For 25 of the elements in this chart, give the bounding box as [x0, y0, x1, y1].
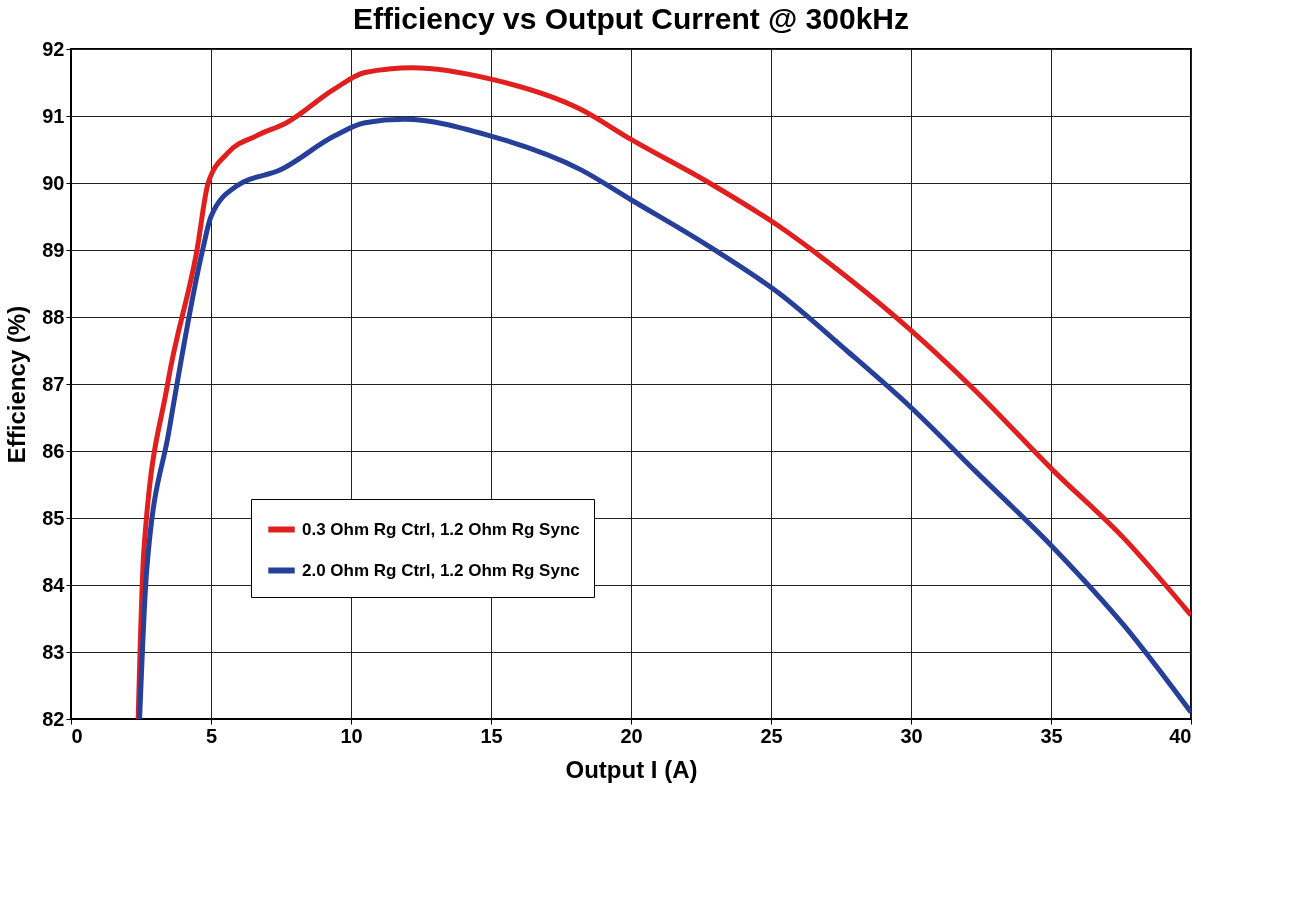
y-tick-label: 90 — [42, 171, 65, 194]
x-tick-label: 20 — [620, 724, 643, 747]
x-axis-title: Output I (A) — [565, 755, 698, 783]
legend-label: 0.3 Ohm Rg Ctrl, 1.2 Ohm Rg Sync — [302, 519, 580, 539]
chart-title: Efficiency vs Output Current @ 300kHz — [352, 2, 910, 35]
y-tick-label: 84 — [42, 573, 66, 596]
y-tick-label: 86 — [42, 439, 65, 462]
y-tick-label: 88 — [42, 305, 65, 328]
y-tick-label: 87 — [42, 372, 65, 395]
y-axis-title: Efficiency (%) — [3, 305, 31, 464]
y-tick-label: 83 — [42, 640, 65, 663]
y-tick-label: 82 — [42, 707, 65, 730]
x-tick-label: 25 — [760, 724, 783, 747]
y-tick-label: 92 — [42, 37, 65, 60]
x-tick-label: 10 — [340, 724, 363, 747]
y-tick-label: 89 — [42, 238, 65, 261]
x-tick-label: 30 — [900, 724, 923, 747]
x-tick-label: 5 — [205, 724, 218, 747]
x-tick-label: 35 — [1040, 724, 1063, 747]
legend-label: 2.0 Ohm Rg Ctrl, 1.2 Ohm Rg Sync — [302, 560, 580, 580]
x-tick-label: 0 — [71, 724, 83, 747]
x-tick-label: 40 — [1169, 724, 1192, 747]
x-tick-label: 15 — [480, 724, 503, 747]
y-tick-label: 91 — [42, 104, 65, 127]
y-tick-label: 85 — [42, 506, 65, 529]
